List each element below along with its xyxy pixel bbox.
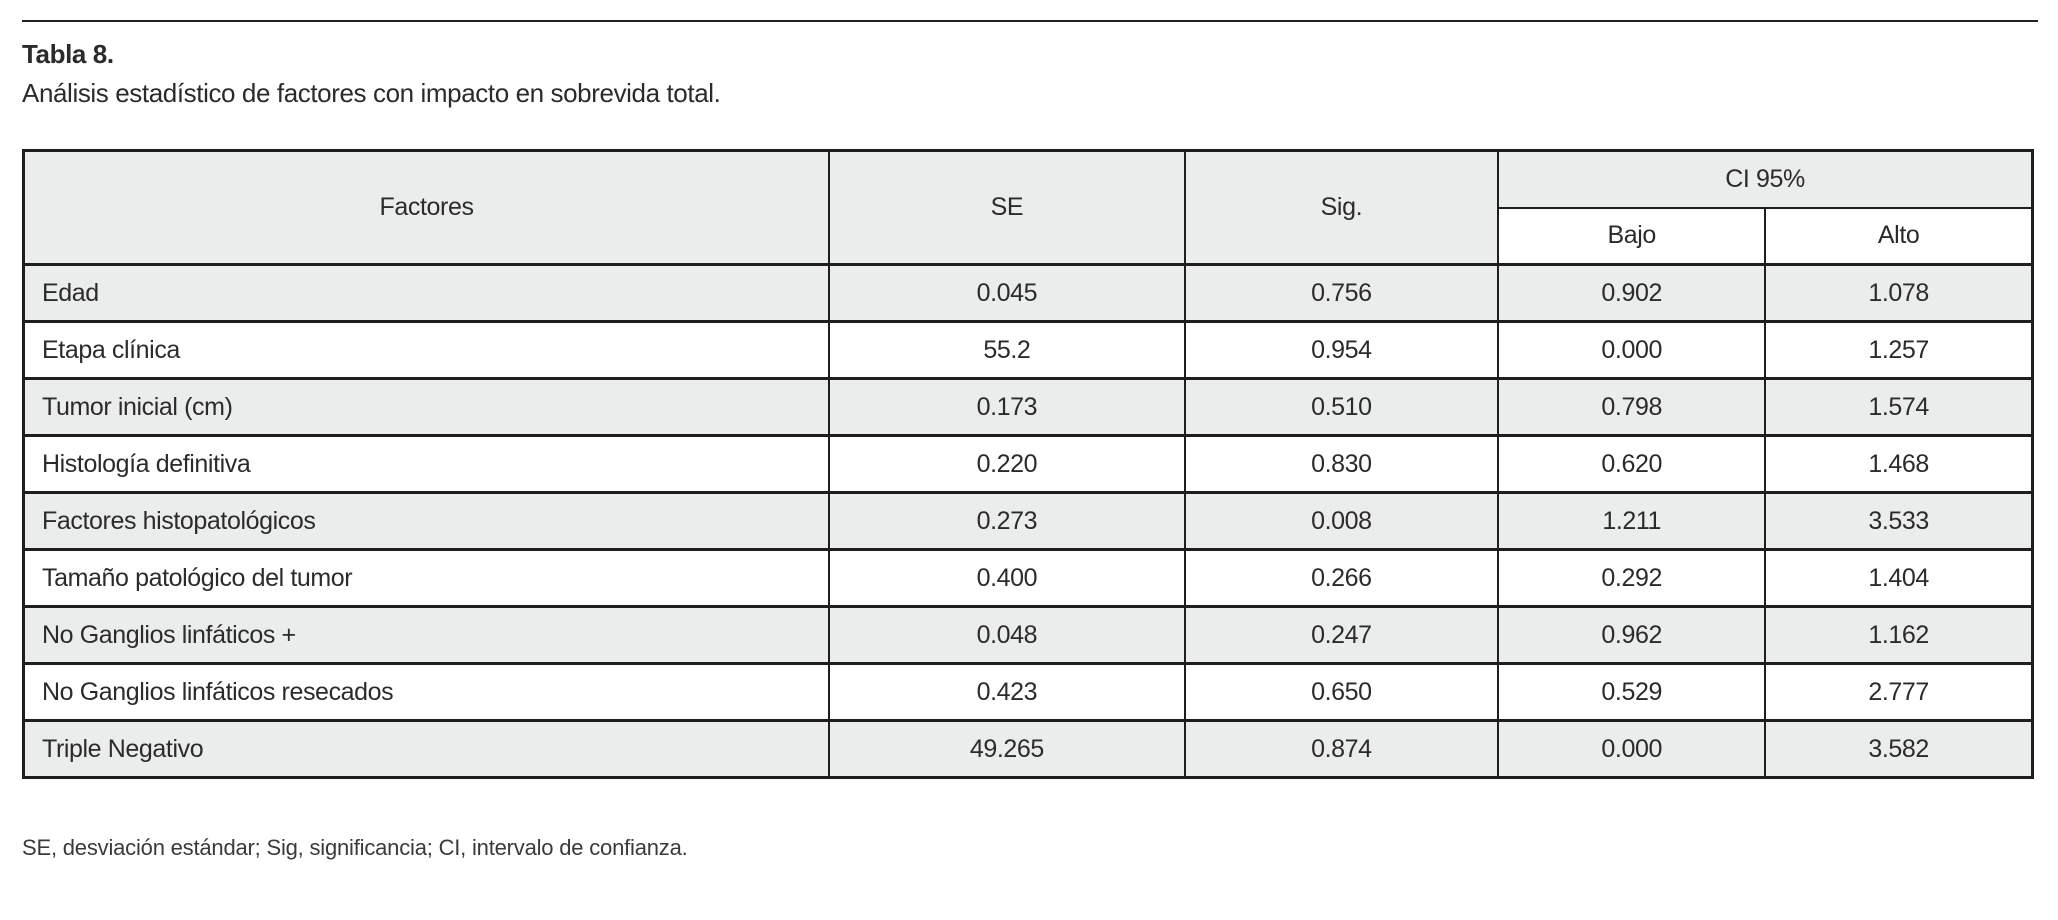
table-row: Tamaño patológico del tumor 0.400 0.266 … (22, 548, 2034, 607)
header-sig: Sig. (1183, 150, 1500, 265)
cell-se: 0.273 (828, 491, 1186, 550)
cell-factor: Factores histopatológicos (22, 491, 831, 550)
cell-alto: 1.078 (1764, 263, 2034, 322)
table-row: No Ganglios linfáticos + 0.048 0.247 0.9… (22, 605, 2034, 664)
cell-factor: Tumor inicial (cm) (22, 377, 831, 436)
cell-sig: 0.008 (1183, 491, 1500, 550)
table-row: Edad 0.045 0.756 0.902 1.078 (22, 263, 2034, 322)
cell-sig: 0.650 (1183, 662, 1500, 721)
header-alto: Alto (1764, 206, 2034, 265)
cell-factor: Edad (22, 263, 831, 322)
cell-se: 49.265 (828, 719, 1186, 778)
table-row: Histología definitiva 0.220 0.830 0.620 … (22, 434, 2034, 493)
top-rule-divider (22, 20, 2038, 22)
cell-factor: Tamaño patológico del tumor (22, 548, 831, 607)
cell-factor: No Ganglios linfáticos + (22, 605, 831, 664)
cell-se: 0.045 (828, 263, 1186, 322)
cell-bajo: 0.000 (1497, 719, 1767, 778)
cell-factor: Histología definitiva (22, 434, 831, 493)
cell-factor: Triple Negativo (22, 719, 831, 778)
header-se: SE (828, 150, 1186, 265)
cell-bajo: 0.620 (1497, 434, 1767, 493)
header-row-main: Factores SE Sig. CI 95% (22, 150, 2034, 265)
cell-se: 0.048 (828, 605, 1186, 664)
cell-factor: No Ganglios linfáticos resecados (22, 662, 831, 721)
table-row: Factores histopatológicos 0.273 0.008 1.… (22, 491, 2034, 550)
cell-sig: 0.266 (1183, 548, 1500, 607)
header-ci95: CI 95% (1497, 150, 2034, 208)
cell-alto: 1.257 (1764, 320, 2034, 379)
table-row: No Ganglios linfáticos resecados 0.423 0… (22, 662, 2034, 721)
cell-sig: 0.954 (1183, 320, 1500, 379)
cell-alto: 3.533 (1764, 491, 2034, 550)
table-title: Tabla 8. (22, 39, 114, 69)
cell-sig: 0.247 (1183, 605, 1500, 664)
statistics-table: Factores SE Sig. CI 95% Bajo Alto Edad 0… (22, 149, 2034, 779)
cell-se: 0.423 (828, 662, 1186, 721)
cell-alto: 1.574 (1764, 377, 2034, 436)
table-subtitle: Análisis estadístico de factores con imp… (22, 78, 721, 108)
cell-se: 0.220 (828, 434, 1186, 493)
cell-se: 55.2 (828, 320, 1186, 379)
cell-bajo: 0.529 (1497, 662, 1767, 721)
cell-alto: 3.582 (1764, 719, 2034, 778)
cell-sig: 0.510 (1183, 377, 1500, 436)
header-factores: Factores (22, 150, 831, 265)
cell-se: 0.173 (828, 377, 1186, 436)
cell-sig: 0.830 (1183, 434, 1500, 493)
table-header: Factores SE Sig. CI 95% Bajo Alto (22, 150, 2034, 265)
cell-bajo: 0.962 (1497, 605, 1767, 664)
cell-alto: 1.162 (1764, 605, 2034, 664)
table-row: Etapa clínica 55.2 0.954 0.000 1.257 (22, 320, 2034, 379)
cell-factor: Etapa clínica (22, 320, 831, 379)
cell-sig: 0.756 (1183, 263, 1500, 322)
cell-bajo: 1.211 (1497, 491, 1767, 550)
cell-se: 0.400 (828, 548, 1186, 607)
table-footnote: SE, desviación estándar; Sig, significan… (22, 835, 688, 860)
cell-alto: 1.404 (1764, 548, 2034, 607)
cell-alto: 2.777 (1764, 662, 2034, 721)
cell-bajo: 0.292 (1497, 548, 1767, 607)
table-row: Triple Negativo 49.265 0.874 0.000 3.582 (22, 719, 2034, 778)
table-body: Edad 0.045 0.756 0.902 1.078 Etapa clíni… (22, 263, 2034, 778)
cell-bajo: 0.798 (1497, 377, 1767, 436)
cell-alto: 1.468 (1764, 434, 2034, 493)
cell-sig: 0.874 (1183, 719, 1500, 778)
header-row-sub: Bajo Alto (24, 206, 2034, 265)
cell-bajo: 0.000 (1497, 320, 1767, 379)
cell-bajo: 0.902 (1497, 263, 1767, 322)
page: Tabla 8. Análisis estadístico de factore… (0, 20, 2058, 861)
table-row: Tumor inicial (cm) 0.173 0.510 0.798 1.5… (22, 377, 2034, 436)
header-bajo: Bajo (1497, 206, 1767, 265)
